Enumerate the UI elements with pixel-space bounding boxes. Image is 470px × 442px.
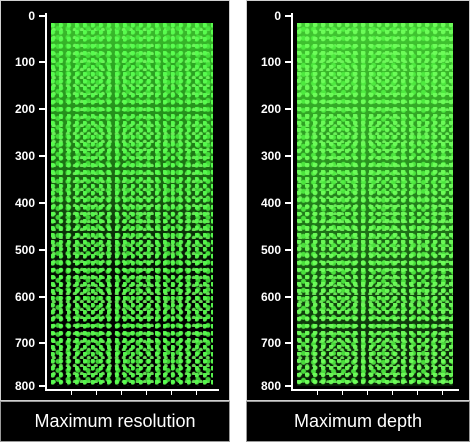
y-tick-0-left — [39, 15, 47, 17]
y-tick-0-right — [285, 15, 293, 17]
y-tick-400-left — [39, 202, 47, 204]
y-tick-label-500-left: 500 — [14, 243, 35, 257]
y-tick-700-left — [39, 342, 47, 344]
cell-stack-right — [297, 23, 453, 386]
y-tick-300-right — [285, 155, 293, 157]
x-tick-left — [171, 391, 172, 395]
y-tick-label-200-left: 200 — [14, 102, 35, 116]
y-tick-200-right — [285, 108, 293, 110]
y-tick-label-100-right: 100 — [260, 55, 281, 69]
y-tick-label-700-left: 700 — [14, 336, 35, 350]
y-tick-600-left — [39, 296, 47, 298]
right-panel: 0 100 200 300 400 500 600 700 800 Maximu… — [246, 0, 470, 442]
y-tick-label-800-right: 800 — [260, 379, 281, 393]
left-panel: 0 100 200 300 400 500 600 700 800 Maximu… — [0, 0, 230, 442]
y-tick-label-400-right: 400 — [260, 196, 281, 210]
cell-dots-right — [297, 23, 453, 386]
caption-maximum-depth: Maximum depth — [246, 401, 470, 442]
y-tick-700-right — [285, 342, 293, 344]
y-tick-label-300-left: 300 — [14, 149, 35, 163]
y-tick-label-200-right: 200 — [260, 102, 281, 116]
y-tick-label-700-right: 700 — [260, 336, 281, 350]
x-tick-right — [317, 391, 318, 395]
y-tick-500-left — [39, 249, 47, 251]
caption-maximum-resolution: Maximum resolution — [0, 401, 230, 442]
y-tick-label-0-right: 0 — [274, 9, 281, 23]
x-tick-left — [96, 391, 97, 395]
y-tick-300-left — [39, 155, 47, 157]
y-tick-500-right — [285, 249, 293, 251]
cell-dots-left — [51, 23, 213, 386]
x-axis-left — [45, 389, 219, 391]
y-tick-label-300-right: 300 — [260, 149, 281, 163]
x-tick-right — [392, 391, 393, 395]
y-tick-label-800-left: 800 — [14, 379, 35, 393]
x-tick-right — [367, 391, 368, 395]
microscopy-image-right: 0 100 200 300 400 500 600 700 800 — [246, 0, 470, 401]
y-tick-label-600-right: 600 — [260, 290, 281, 304]
microscopy-image-left: 0 100 200 300 400 500 600 700 800 — [0, 0, 230, 401]
y-tick-label-100-left: 100 — [14, 55, 35, 69]
y-tick-800-right — [285, 385, 293, 387]
x-tick-left — [71, 391, 72, 395]
y-tick-100-right — [285, 61, 293, 63]
y-tick-400-right — [285, 202, 293, 204]
x-tick-right — [342, 391, 343, 395]
y-tick-200-left — [39, 108, 47, 110]
y-tick-label-400-left: 400 — [14, 196, 35, 210]
x-tick-right — [417, 391, 418, 395]
x-tick-left — [121, 391, 122, 395]
y-tick-label-600-left: 600 — [14, 290, 35, 304]
y-tick-label-0-left: 0 — [28, 9, 35, 23]
y-tick-100-left — [39, 61, 47, 63]
cell-stack-left — [51, 23, 213, 386]
y-tick-600-right — [285, 296, 293, 298]
x-tick-left — [146, 391, 147, 395]
x-axis-right — [291, 389, 459, 391]
y-tick-800-left — [39, 385, 47, 387]
x-tick-left — [196, 391, 197, 395]
x-tick-right — [442, 391, 443, 395]
y-tick-label-500-right: 500 — [260, 243, 281, 257]
